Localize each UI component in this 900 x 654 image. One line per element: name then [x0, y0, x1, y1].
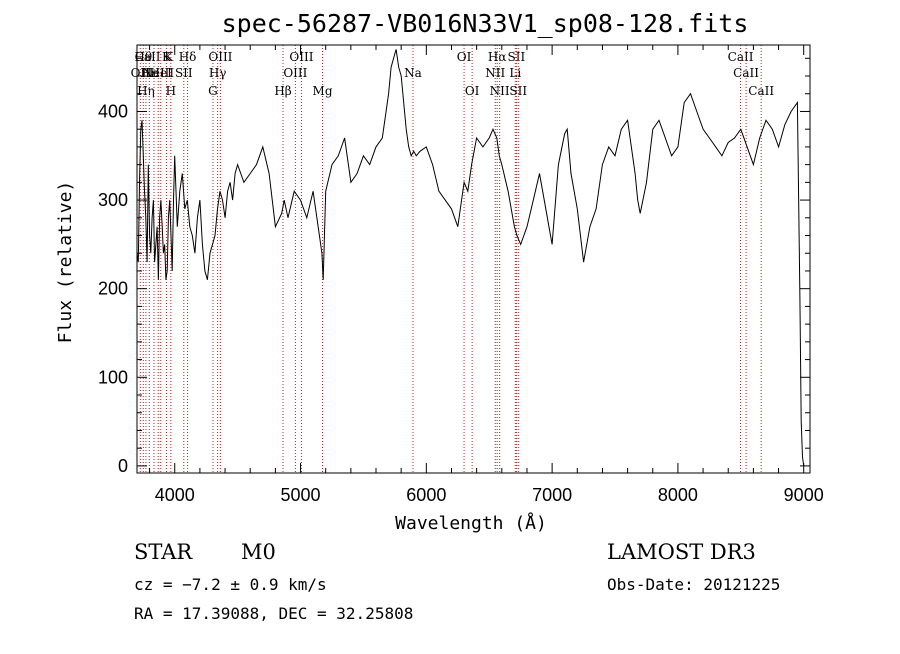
x-tick-label: 8000 [658, 485, 698, 505]
line-marker-label: OIII [289, 50, 313, 64]
line-marker-label: NII [490, 84, 510, 98]
line-marker-label: OIII [208, 50, 232, 64]
line-marker-label: SII [175, 66, 193, 80]
axis-ticks: 4000 5000 6000 7000 8000 9000 0 100 200 300 400 [98, 45, 824, 505]
line-marker-label: SII [509, 84, 527, 98]
x-tick-label: 9000 [784, 485, 824, 505]
y-axis-label: Flux (relative) [55, 181, 76, 344]
line-marker-label: OIII [283, 66, 307, 80]
line-marker-label: Hα [488, 50, 507, 64]
line-marker-label: CaII [728, 50, 754, 64]
line-marker-label: SII [508, 50, 526, 64]
coordinates: RA = 17.39088, DEC = 32.25808 [134, 604, 413, 623]
line-marker-label: K [162, 50, 172, 64]
line-marker-label: Li [509, 66, 521, 80]
line-marker-label: NII [485, 66, 505, 80]
line-marker-label: Hδ [179, 50, 197, 64]
plot-frame [136, 44, 811, 474]
line-marker-label: CaII [733, 66, 759, 80]
x-tick-label: 6000 [406, 485, 446, 505]
x-axis-label: Wavelength (Å) [395, 512, 547, 534]
line-marker-label: CaII [748, 84, 774, 98]
y-tick-label: 400 [98, 101, 128, 121]
line-marker-label: Na [404, 66, 422, 80]
y-tick-label: 200 [98, 279, 128, 299]
redshift-cz: cz = −7.2 ± 0.9 km/s [134, 575, 327, 594]
line-marker-label: HeI [150, 66, 173, 80]
line-marker-label: OI [457, 50, 472, 64]
x-tick-label: 4000 [155, 485, 195, 505]
y-tick-label: 0 [118, 456, 128, 476]
line-marker-label: H [166, 84, 176, 98]
x-tick-label: 7000 [532, 485, 572, 505]
line-marker-label: CaII K [135, 50, 175, 64]
line-marker-label: Hη [137, 84, 155, 98]
line-marker-label: Hθ [134, 50, 152, 64]
line-marker-label: Hβ [274, 84, 291, 98]
line-marker-label: OII [131, 66, 151, 80]
line-marker-label: Mg [313, 84, 333, 98]
obs-date: Obs-Date: 20121225 [607, 575, 780, 594]
chart-title: spec-56287-VB016N33V1_sp08-128.fits [222, 9, 749, 38]
spectrum-line [136, 49, 805, 466]
survey-name: LAMOST DR3 [607, 540, 756, 564]
plot-series [136, 49, 805, 466]
y-tick-label: 300 [98, 190, 128, 210]
line-marker-label: OI [465, 84, 480, 98]
line-marker-label: G [208, 84, 218, 98]
x-tick-label: 5000 [281, 485, 321, 505]
object-class: STAR [134, 540, 193, 564]
line-marker-label: Hγ [209, 66, 227, 80]
object-subclass: M0 [241, 540, 276, 564]
y-tick-label: 100 [98, 367, 128, 387]
